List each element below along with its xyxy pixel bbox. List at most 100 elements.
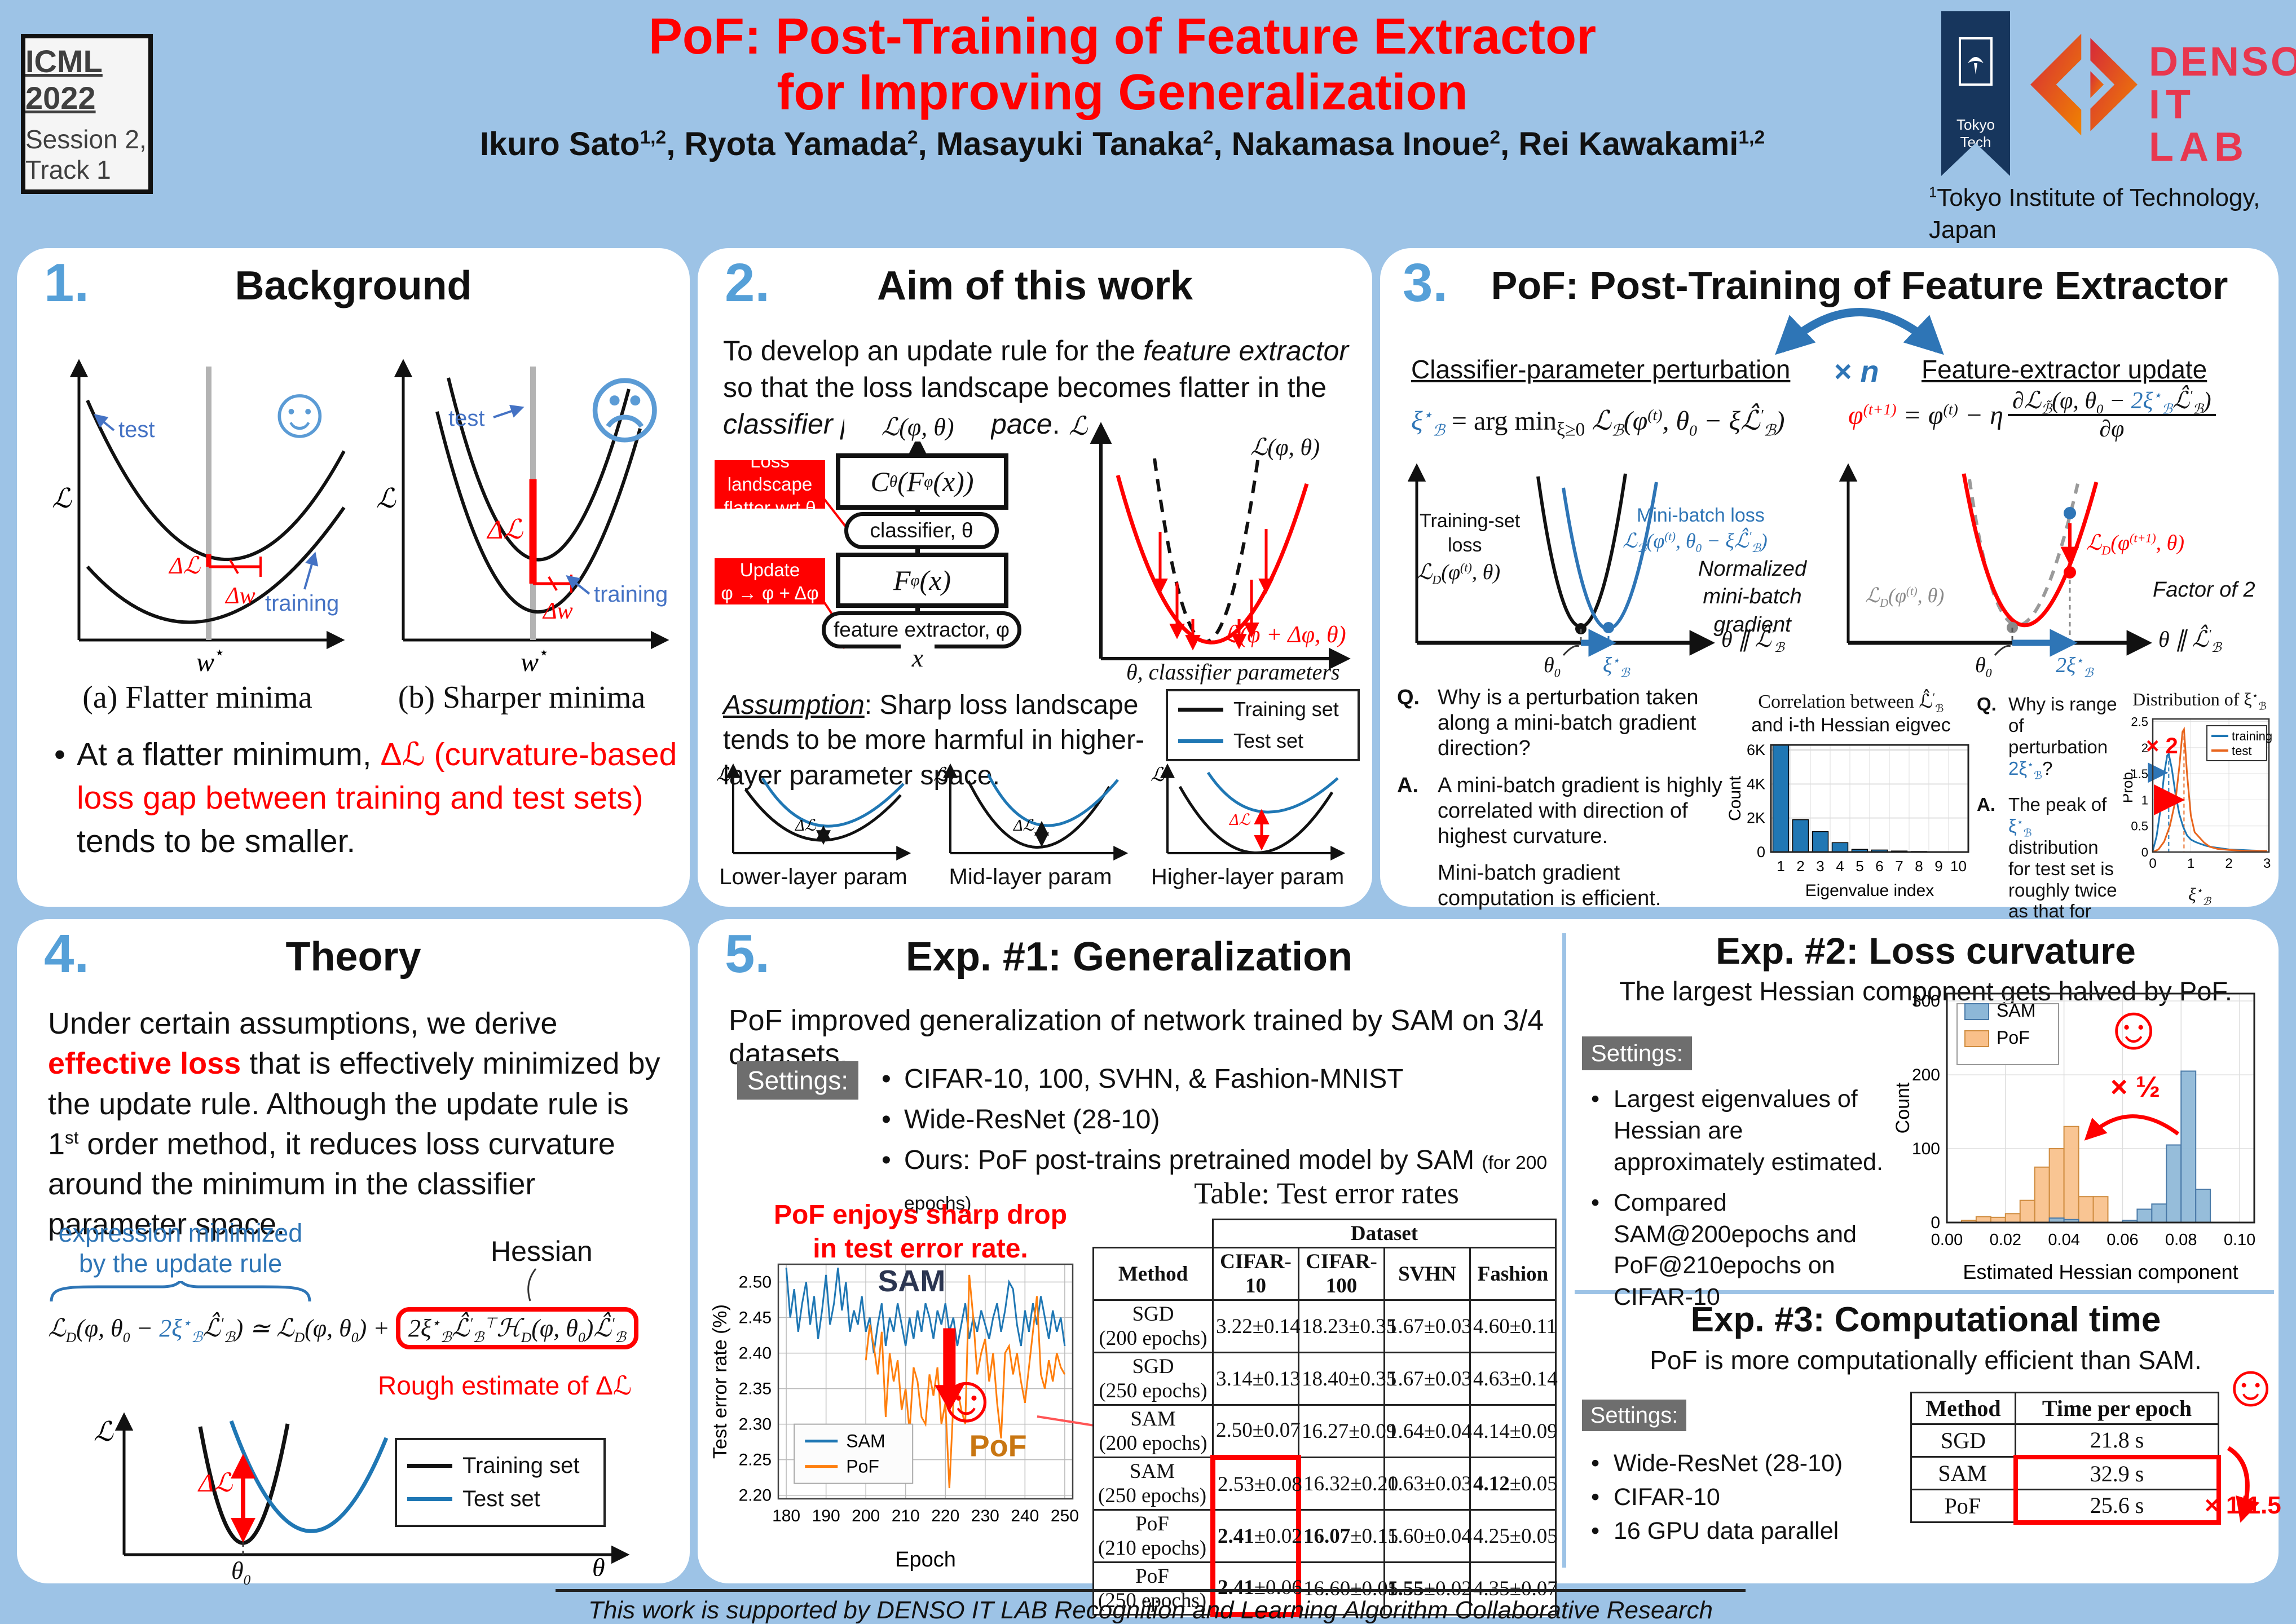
table-row: SGD (250 epochs) 3.14±0.13 18.40±0.35 1.67±0… <box>1092 1352 1558 1406</box>
denso-logo: DENSO IT LAB <box>2030 31 2296 169</box>
correlation-bar-chart: 0 2K 4K 6K 1 2 3 4 5 6 7 8 9 10 Eigenvalue index Count <box>1726 742 1969 900</box>
svg-text:100: 100 <box>1912 1140 1940 1158</box>
exp3-settings: Wide-ResNet (28-10) CIFAR-10 16 GPU data… <box>1588 1446 1903 1548</box>
svg-text:0: 0 <box>1757 844 1765 860</box>
test-label: test <box>118 417 155 442</box>
svg-text:6K: 6K <box>1747 742 1765 758</box>
svg-text:8: 8 <box>1915 858 1923 875</box>
svg-text:2.35: 2.35 <box>739 1380 772 1398</box>
hessian-label: Hessian <box>491 1235 593 1267</box>
svg-text:PoF: PoF <box>969 1429 1027 1463</box>
svg-text:Count: Count <box>1727 775 1744 821</box>
brace-icon <box>50 1281 311 1302</box>
svg-text:2.50: 2.50 <box>739 1273 772 1292</box>
denso-label-2: IT LAB <box>2149 82 2249 170</box>
svg-text:0.04: 0.04 <box>2048 1231 2079 1249</box>
svg-text:Test error rate (%): Test error rate (%) <box>712 1304 731 1459</box>
tokyotech-swallow-icon <box>1959 37 1993 86</box>
mini-plot-mid: Δℒ ℒ Mid-layer param <box>929 758 1132 889</box>
svg-text:⋆: ⋆ <box>539 643 549 662</box>
svg-text:230: 230 <box>971 1507 999 1525</box>
training-label: training <box>594 582 668 607</box>
assumption-text: Assumption: Sharp loss landscape tends t… <box>723 690 1145 791</box>
table-row: SAM (250 epochs) 2.53±0.08 16.32±0.20 1.63±0… <box>1092 1455 1558 1511</box>
svg-text:training: training <box>2232 729 2272 743</box>
section-number-1: 1. <box>44 253 90 313</box>
loss-after-label: ℒ(φ + Δφ, θ) <box>1222 622 1346 648</box>
svg-text:Δw: Δw <box>542 598 573 624</box>
svg-text:190: 190 <box>812 1507 840 1525</box>
panel-theory: 4. Theory Under certain assumptions, we … <box>17 919 690 1587</box>
svg-text:w: w <box>521 647 539 677</box>
svg-text:9: 9 <box>1934 858 1942 875</box>
svg-text:PoF: PoF <box>846 1457 879 1477</box>
svg-text:2: 2 <box>2141 741 2148 755</box>
rough-estimate-note: Rough estimate of Δℒ <box>378 1371 632 1400</box>
authors: Ikuro Sato1,2, Ryota Yamada2, Masayuki T… <box>479 126 1765 162</box>
training-label: training <box>265 591 339 616</box>
input-label: x <box>901 643 935 673</box>
svg-text:Prob.: Prob. <box>2123 768 2136 803</box>
frowny-icon: ☹ <box>587 370 663 453</box>
sharper-minima-plot: Δℒ Δw test training ℒ w ⋆ ☹ <box>376 359 669 677</box>
question-2: Why is range of perturbation 2ξ⋆ℬ? <box>2008 694 2117 782</box>
svg-text:Δℒ: Δℒ <box>795 817 816 835</box>
bullet-1: At a flatter minimum, Δℒ (curvature-base… <box>51 733 691 863</box>
section-title-3: PoF: Post-Training of Feature Extractor <box>1491 263 2228 307</box>
svg-text:ℒ: ℒ <box>933 765 948 785</box>
loop-arrow-icon <box>1775 308 1944 355</box>
svg-text:1.5: 1.5 <box>2131 767 2148 781</box>
exp3-settings-chip: Settings: <box>1582 1400 1686 1431</box>
svg-text:Δℒ: Δℒ <box>168 553 201 579</box>
svg-text:240: 240 <box>1011 1507 1039 1525</box>
panel-background: 1. Background Δℒ Δw test training ℒ <box>17 248 691 1062</box>
svg-text:6: 6 <box>1875 858 1883 875</box>
flatter-minima-plot: Δℒ Δw test training ℒ w ⋆ ☺ <box>52 359 346 677</box>
svg-text:0: 0 <box>1931 1213 1940 1232</box>
panel-aim: 2. Aim of this work To develop an update… <box>698 248 1372 907</box>
loss-before-label: ℒ(φ, θ) <box>1250 435 1320 461</box>
svg-text:Δℒ: Δℒ <box>1013 817 1034 835</box>
svg-text:Δℒ: Δℒ <box>486 515 523 545</box>
svg-text:300: 300 <box>1912 992 1940 1010</box>
svg-text:2: 2 <box>2225 856 2232 871</box>
section-title-4: Theory <box>285 934 421 979</box>
conference-badge: ICML 2022 Session 2, Track 1 <box>21 34 153 194</box>
mini-label-mid: Mid-layer param <box>949 864 1112 889</box>
exp2-chart-block: 0 100 200 300 0.00 0.02 0.04 0.06 0.08 0.10 SAM PoF… <box>1892 986 2268 1287</box>
svg-text:⋆: ⋆ <box>214 643 225 662</box>
update-figure: ℒD(φ(t+1), θ) ℒD(φ(t), θ) θ ∥ ℒ̂′ℬ θ0 2ξ… <box>1826 457 2222 688</box>
section-title-5: Exp. #1: Generalization <box>905 934 1353 979</box>
exp1-settings: CIFAR-10, 100, SVHN, & Fashion-MNIST Wid… <box>878 1059 1561 1221</box>
figure-sharper-minima: Δℒ Δw test training ℒ w ⋆ ☹ (b) Sharper … <box>364 347 680 719</box>
badge-conference: ICML 2022 <box>25 43 103 116</box>
blue-note: expression minimized by the update rule <box>58 1219 303 1278</box>
vertical-divider <box>1562 933 1566 1568</box>
factor-of-2-note: Factor of 2 <box>2153 578 2255 602</box>
section-title-1: Background <box>235 263 472 308</box>
svg-text:SAM: SAM <box>878 1264 945 1298</box>
svg-text:0.10: 0.10 <box>2224 1231 2255 1249</box>
svg-text:200: 200 <box>1912 1066 1940 1084</box>
svg-text:250: 250 <box>1051 1507 1079 1525</box>
svg-text:test: test <box>2232 744 2251 758</box>
times-2-note: × 2 <box>2146 734 2178 758</box>
normalized-gradient-note: Normalized mini-batch gradient <box>1698 557 1807 637</box>
svg-text:0: 0 <box>2141 845 2148 859</box>
flattening-plot: ℒ ℒ(φ, θ) ℒ(φ + Δφ, θ) θ, classifier par… <box>1069 412 1351 685</box>
distribution-chart-block: Distribution of ξ⋆ℬ 0 0.5 1 1.5 2 2.5 0 1 2 3 trai… <box>2119 689 2276 907</box>
svg-text:Δw: Δw <box>224 583 255 609</box>
exp3-subtitle: PoF is more computationally efficient th… <box>1650 1345 2202 1375</box>
svg-text:2.45: 2.45 <box>739 1309 772 1327</box>
table-title: Table: Test error rates <box>1194 1176 1459 1210</box>
update-header: Feature-extractor update <box>1922 355 2207 384</box>
reduction-arrow-icon <box>2227 1446 2260 1523</box>
table-row: SGD (200 epochs) 3.22±0.14 18.23±0.35 1.67±0… <box>1092 1299 1557 1353</box>
section-number-3: 3. <box>1403 253 1448 313</box>
test-error-line-chart: 180 190 200 210 220 230 240 250 2.20 2.25 2.30 2.35… <box>709 1263 1079 1572</box>
svg-text:PoF: PoF <box>1997 1027 2030 1048</box>
table-row: SGD 21.8 s <box>1910 1423 2219 1458</box>
svg-text:Eigenvalue index: Eigenvalue index <box>1805 881 1934 900</box>
